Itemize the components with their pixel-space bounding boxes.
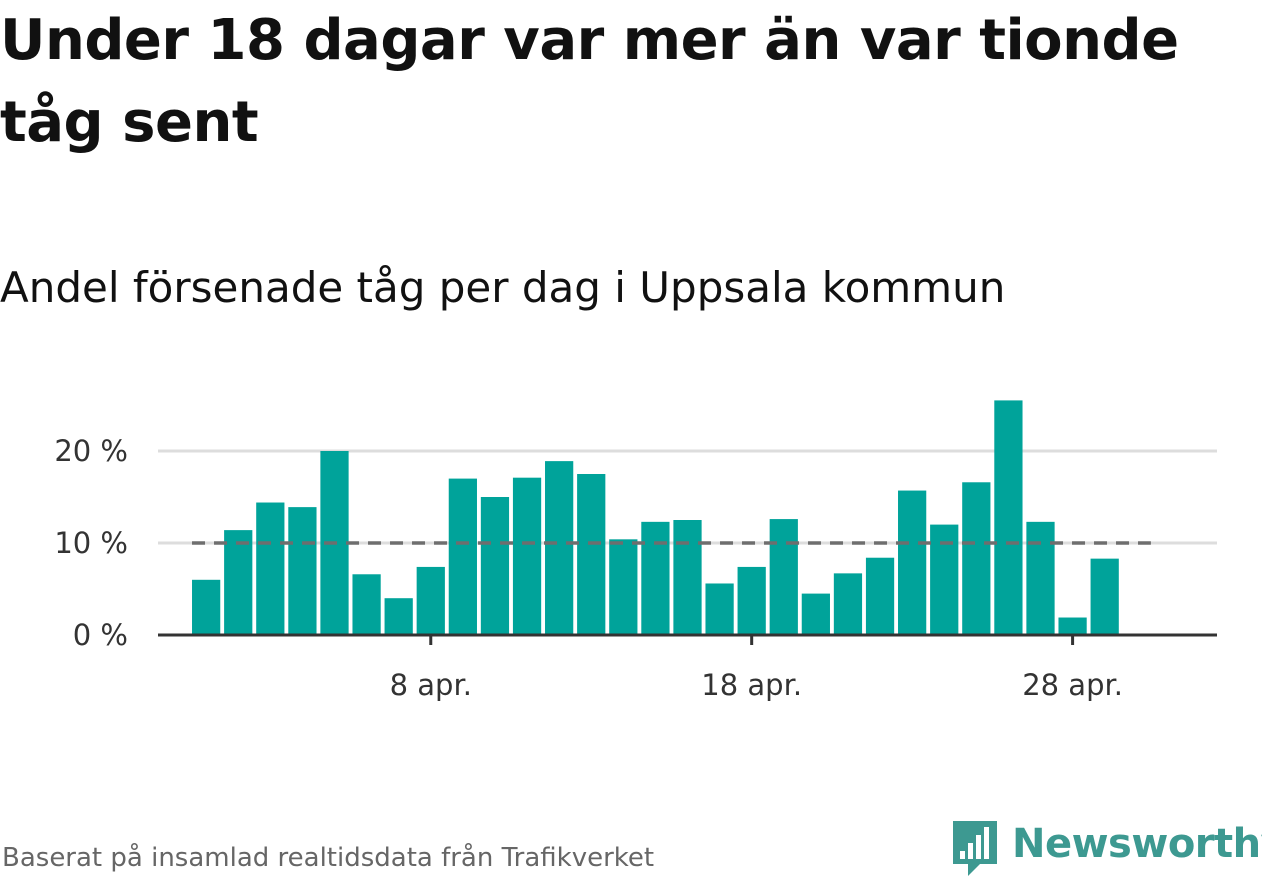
bar-day-1	[192, 579, 221, 635]
brand-name: Newsworthy	[1012, 821, 1262, 867]
bar-day-28	[1058, 617, 1087, 635]
bar-day-21	[833, 573, 863, 635]
x-tick-label: 28 apr.	[1022, 668, 1123, 702]
x-axis-labels: 8 apr. 18 apr. 28 apr.	[390, 668, 1123, 702]
bar-day-17	[705, 583, 734, 635]
bar-day-18	[737, 566, 766, 635]
chart-subtitle: Andel försenade tåg per dag i Uppsala ko…	[0, 263, 1006, 312]
bar-day-4	[288, 507, 317, 635]
bar-day-3	[256, 502, 285, 635]
y-tick-label: 20 %	[54, 434, 128, 468]
newsworthy-logo: Newsworthy	[950, 818, 1262, 878]
source-note: Baserat på insamlad realtidsdata från Tr…	[2, 843, 655, 873]
bar-chart-speech-bubble-icon	[953, 821, 997, 876]
bar-day-24	[930, 524, 959, 635]
y-tick-label: 0 %	[73, 618, 128, 652]
bar-day-14	[609, 539, 638, 635]
y-axis-labels: 0 % 10 % 20 %	[54, 434, 128, 652]
bar-day-12	[545, 461, 574, 635]
bar-day-20	[801, 593, 830, 635]
bar-day-7	[384, 598, 413, 635]
bar-day-2	[224, 530, 253, 635]
headline: Under 18 dagar var mer än var tionde tåg…	[0, 8, 1179, 155]
bar-day-29	[1090, 558, 1119, 635]
y-tick-label: 10 %	[54, 526, 128, 560]
bar-day-23	[898, 490, 927, 635]
bar-day-26	[994, 400, 1023, 635]
x-tick-label: 8 apr.	[390, 668, 472, 702]
bar-day-15	[641, 521, 670, 635]
bar-day-9	[448, 478, 477, 635]
bar-day-10	[480, 497, 510, 635]
x-tick-label: 18 apr.	[701, 668, 802, 702]
bar-day-13	[577, 474, 606, 635]
bar-day-19	[769, 519, 798, 635]
bars	[192, 400, 1119, 635]
bar-day-8	[416, 566, 445, 635]
bar-day-27	[1026, 521, 1055, 635]
bar-day-16	[673, 520, 702, 635]
bar-day-11	[512, 477, 542, 635]
bar-day-22	[865, 557, 895, 635]
bar-day-6	[352, 574, 381, 635]
bar-day-25	[962, 482, 991, 635]
x-axis	[158, 633, 1217, 645]
bar-chart: 0 % 10 % 20 % 8 apr. 18 apr. 28 apr.	[54, 400, 1217, 702]
